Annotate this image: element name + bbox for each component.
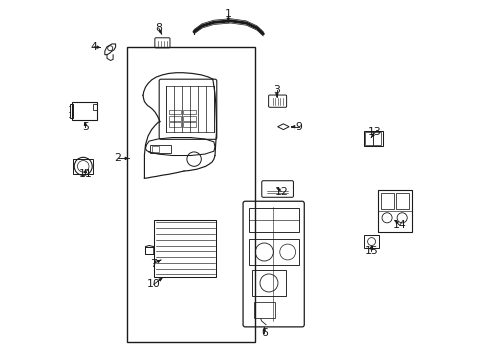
Bar: [150, 145, 171, 153]
Text: 2: 2: [114, 153, 121, 163]
Bar: [251, 270, 285, 296]
Bar: [183, 116, 196, 121]
Text: 1: 1: [224, 9, 231, 19]
Text: 11: 11: [79, 168, 92, 179]
Bar: [69, 104, 73, 118]
Text: 12: 12: [274, 186, 287, 197]
Bar: [168, 110, 181, 114]
Bar: [72, 102, 97, 120]
Text: 7: 7: [150, 258, 157, 269]
Bar: [183, 122, 196, 127]
Bar: [168, 122, 181, 127]
FancyBboxPatch shape: [159, 79, 216, 139]
Bar: [248, 208, 298, 232]
Bar: [248, 239, 298, 265]
Bar: [183, 110, 196, 114]
Text: 3: 3: [273, 85, 280, 95]
Bar: [168, 116, 181, 121]
Bar: [378, 190, 411, 232]
Text: 4: 4: [90, 42, 97, 52]
Bar: [73, 159, 93, 174]
Bar: [92, 104, 97, 110]
Bar: [153, 220, 216, 277]
Text: 9: 9: [294, 122, 301, 132]
Bar: [373, 132, 380, 145]
Bar: [145, 247, 153, 254]
Text: 8: 8: [155, 23, 162, 33]
Text: 10: 10: [146, 279, 161, 289]
Bar: [395, 193, 408, 209]
Bar: [127, 47, 255, 342]
Text: 14: 14: [392, 220, 406, 230]
Text: 13: 13: [367, 127, 381, 138]
Text: 5: 5: [82, 122, 89, 132]
Bar: [365, 132, 372, 145]
Bar: [363, 131, 382, 146]
Bar: [253, 302, 275, 318]
Bar: [380, 193, 393, 209]
Text: 15: 15: [364, 246, 377, 256]
Text: 6: 6: [260, 328, 267, 338]
Bar: [151, 146, 159, 152]
Bar: [363, 235, 378, 248]
